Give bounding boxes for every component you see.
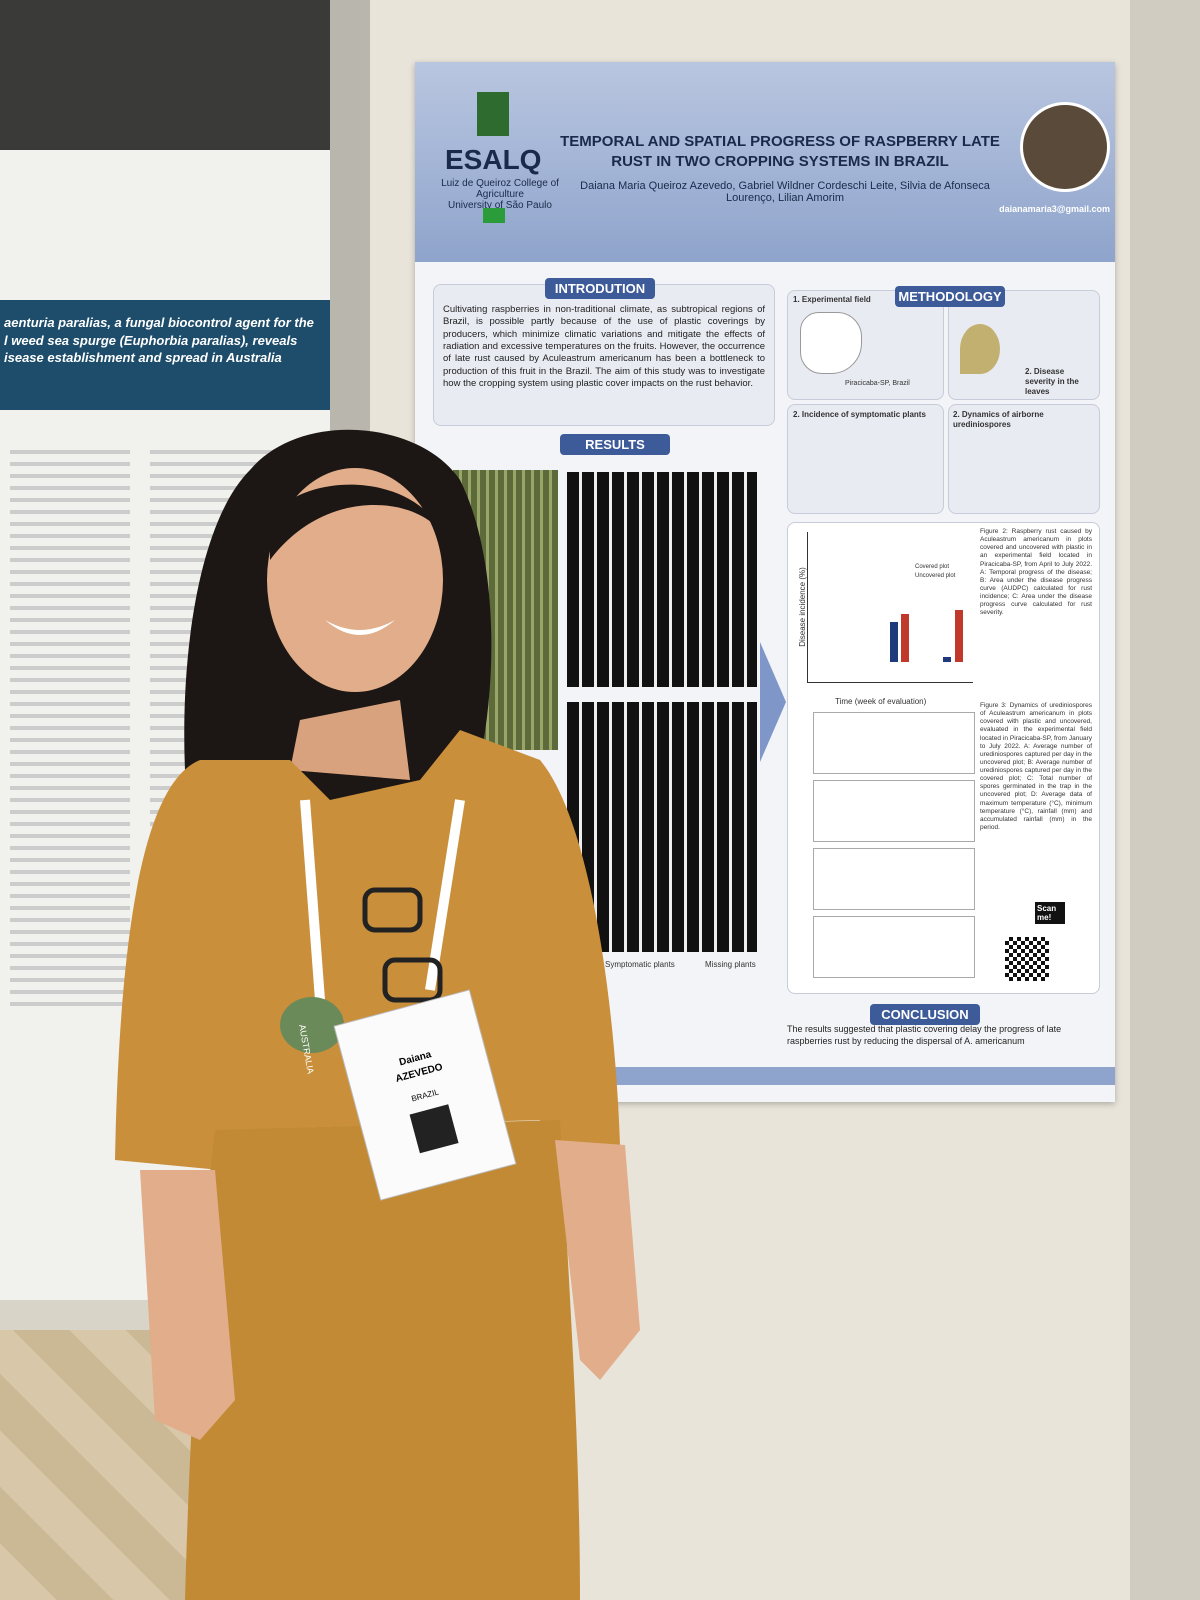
introduction-heading: INTRODUTION [545, 278, 655, 299]
figure2-caption: Figure 2: Raspberry rust caused by Acule… [980, 528, 1092, 617]
method-item: 2. Incidence of symptomatic plants [793, 410, 926, 419]
glasses [362, 887, 423, 933]
bar-decor [943, 657, 951, 662]
smile [325, 620, 395, 635]
figure3-caption: Figure 3: Dynamics of urediniospores of … [980, 702, 1092, 831]
spatial-map [567, 472, 757, 687]
badge-qr [409, 1104, 459, 1154]
results-legend-item: Symptomatic plants [605, 960, 675, 969]
figure2-legend: Uncovered plot [915, 573, 956, 579]
figure3-panel [813, 712, 975, 774]
figure2-legend: Covered plot [915, 564, 950, 570]
main-poster: ESALQ Luiz de Queiroz College of Agricul… [415, 62, 1115, 1102]
pin [280, 997, 344, 1053]
method-box [948, 404, 1100, 514]
figure2-plot [807, 532, 973, 683]
figure3-panel [813, 848, 975, 910]
face [267, 468, 443, 692]
trousers [185, 1120, 580, 1600]
map [800, 312, 862, 374]
badge: Daiana AZEVEDO BRAZIL [333, 989, 517, 1201]
institution-name: Luiz de Queiroz College of Agriculture [441, 178, 559, 200]
methodology-heading: METHODOLOGY [895, 286, 1005, 307]
institution: Luiz de Queiroz College of Agriculture U… [425, 178, 575, 211]
scan-label: Scan me! [1035, 902, 1065, 924]
flag [483, 208, 505, 223]
shirt [115, 730, 620, 1170]
authors: Daiana Maria Queiroz Azevedo, Gabriel Wi… [580, 180, 990, 204]
method-item: 2. Disease severity in the leaves [1025, 367, 1079, 396]
bar-decor [890, 622, 898, 662]
left-hand [140, 1170, 235, 1440]
footer-band [615, 1067, 1115, 1085]
figure2-x-label: Time (week of evaluation) [835, 697, 927, 706]
map-label: Piracicaba-SP, Brazil [845, 380, 910, 387]
right-hand [555, 1140, 640, 1380]
method-box [787, 404, 944, 514]
qr-code [1005, 937, 1049, 981]
logo-text: ESALQ [445, 144, 542, 175]
logo-crest [477, 92, 509, 136]
arrow [760, 642, 786, 762]
fringe [270, 484, 445, 560]
title-line: aenturia paralias, a fungal biocontrol a… [4, 315, 314, 330]
spatial-map [567, 702, 757, 952]
introduction-text: Cultivating raspberries in non-tradition… [443, 304, 765, 390]
leaf [960, 324, 1000, 374]
introduction-box [433, 284, 775, 426]
left-poster-title: aenturia paralias, a fungal biocontrol a… [4, 314, 324, 367]
lanyard [300, 799, 465, 1001]
badge-card [333, 989, 517, 1201]
method-item: 1. Experimental field [793, 295, 871, 304]
results-heading: RESULTS [560, 434, 670, 455]
title-line: l weed sea spurge (Euphorbia paralias), … [4, 332, 298, 348]
figure3-panel [813, 916, 975, 978]
poster-header [415, 62, 1115, 262]
method-item: 2. Dynamics of airborne urediniospores [953, 410, 1044, 429]
email: daianamaria3@gmail.com [999, 204, 1110, 214]
results-legend-item: Missing plants [705, 960, 756, 969]
left-poster-header: aenturia paralias, a fungal biocontrol a… [0, 300, 330, 410]
conclusion-text: The results suggested that plastic cover… [787, 1024, 1062, 1046]
bar-decor [955, 610, 963, 662]
author-photo [1020, 102, 1110, 192]
glasses [382, 957, 443, 1003]
panel-frame [1130, 0, 1200, 1600]
conclusion-heading: CONCLUSION [870, 1004, 980, 1025]
bar-decor [901, 614, 909, 662]
neck [290, 700, 410, 780]
text-block [10, 450, 130, 1010]
university: University of São Paulo [448, 200, 552, 211]
poster-title: TEMPORAL AND SPATIAL PROGRESS OF RASPBER… [560, 133, 1000, 170]
figure3-panel [813, 780, 975, 842]
title-line: isease establishment and spread in Austr… [4, 350, 282, 366]
